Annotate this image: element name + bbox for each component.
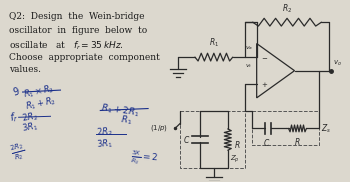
Text: $R$: $R$ (234, 139, 240, 150)
Text: $R_1$: $R_1$ (209, 37, 219, 49)
Text: $(1/p)$: $(1/p)$ (150, 123, 168, 133)
Text: $R_2$: $R_2$ (282, 3, 292, 15)
Text: $3R_1$: $3R_1$ (96, 137, 114, 151)
Text: $C$: $C$ (263, 137, 270, 148)
Text: $R_1$: $R_1$ (120, 113, 133, 127)
Text: $v_a$: $v_a$ (245, 44, 253, 52)
Text: $+$: $+$ (261, 80, 268, 89)
Text: $v_o$: $v_o$ (333, 59, 342, 68)
Text: $R_1 + R_2$: $R_1 + R_2$ (25, 94, 57, 113)
Text: $Z_p$: $Z_p$ (230, 153, 240, 165)
Text: $R$: $R$ (294, 136, 301, 147)
Text: $9$: $9$ (10, 84, 21, 98)
Text: oscillate   at   $f_r = 35\,kHz$.: oscillate at $f_r = 35\,kHz$. (9, 40, 124, 52)
Text: $v_t$: $v_t$ (245, 62, 253, 70)
Text: values.: values. (9, 65, 41, 74)
Text: $\frac{2R_2}{R_2}$: $\frac{2R_2}{R_2}$ (9, 141, 28, 164)
Text: $Z_s$: $Z_s$ (321, 122, 331, 135)
Text: oscillator  in  figure  below  to: oscillator in figure below to (9, 26, 147, 35)
Text: $R_1 + 2R_1$: $R_1 + 2R_1$ (100, 102, 141, 120)
Text: $2R_2$: $2R_2$ (96, 125, 114, 139)
Text: $R_1 \times R_2$: $R_1 \times R_2$ (23, 82, 56, 101)
Text: $2R_2$: $2R_2$ (21, 110, 39, 125)
Text: $f_r$: $f_r$ (9, 110, 20, 125)
Text: $-$: $-$ (261, 54, 268, 60)
Text: Q2:  Design  the  Wein-bridge: Q2: Design the Wein-bridge (9, 13, 144, 21)
Text: $3R_1$: $3R_1$ (21, 120, 39, 135)
Text: $\frac{3X}{R_2} = 2$: $\frac{3X}{R_2} = 2$ (130, 148, 159, 168)
Text: Choose  appropriate  component: Choose appropriate component (9, 53, 160, 62)
Text: $C$: $C$ (183, 134, 190, 145)
